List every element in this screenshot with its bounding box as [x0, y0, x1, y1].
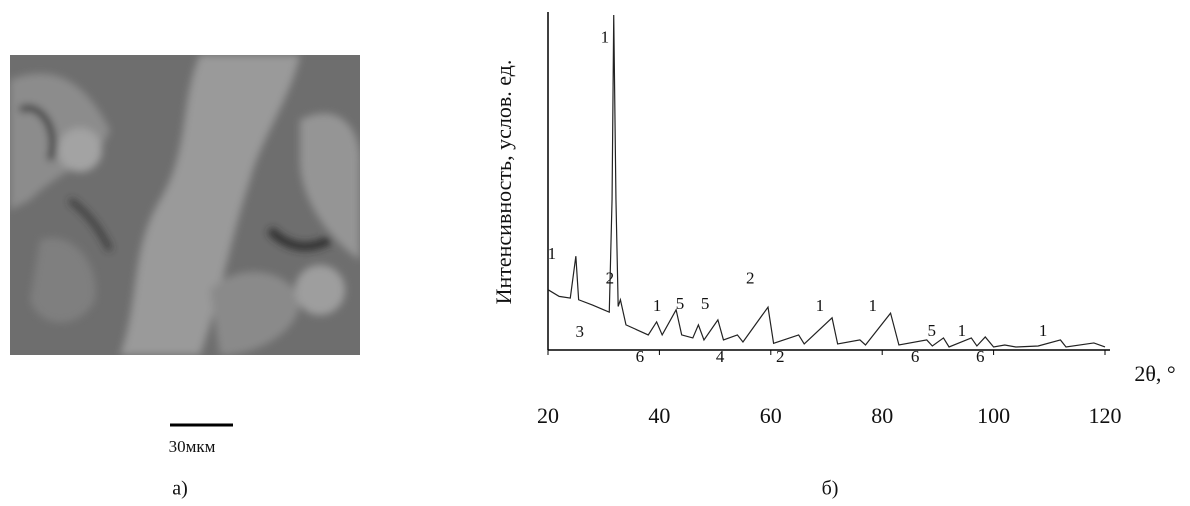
caption: а)	[172, 478, 188, 500]
peak-label: 2	[776, 347, 785, 366]
x-tick-label: 120	[1089, 403, 1122, 428]
peak-label: 1	[653, 296, 662, 315]
sem-image	[10, 55, 360, 355]
x-tick-label: 40	[648, 403, 670, 428]
peak-label: 2	[746, 269, 755, 288]
peak-label: 1	[548, 244, 557, 263]
peak-label: 1	[958, 321, 967, 340]
peak-label: 4	[716, 347, 725, 366]
caption: б)	[822, 478, 839, 500]
x-tick-label: 60	[760, 403, 782, 428]
x-tick-label: 20	[537, 403, 559, 428]
peak-label: 6	[976, 347, 985, 366]
peak-label: 1	[816, 296, 825, 315]
peak-label: 3	[575, 322, 584, 341]
peak-label: 1	[601, 27, 610, 46]
peak-label: 1	[868, 296, 877, 315]
peak-label: 5	[701, 294, 710, 313]
scale-bar-label: 30мкм	[169, 437, 216, 456]
x-tick-label: 80	[871, 403, 893, 428]
peak-label: 6	[911, 347, 920, 366]
peak-label: 6	[636, 347, 645, 366]
x-axis-label: 2θ, °	[1134, 361, 1175, 386]
peak-label: 2	[606, 269, 615, 288]
spectrum-line	[547, 14, 1106, 348]
peak-label: 5	[928, 321, 937, 340]
peak-label: 5	[676, 294, 685, 313]
peak-label: 1	[1039, 321, 1048, 340]
y-axis-label: Интенсивность, услов. ед.	[491, 60, 516, 305]
x-tick-label: 100	[977, 403, 1010, 428]
